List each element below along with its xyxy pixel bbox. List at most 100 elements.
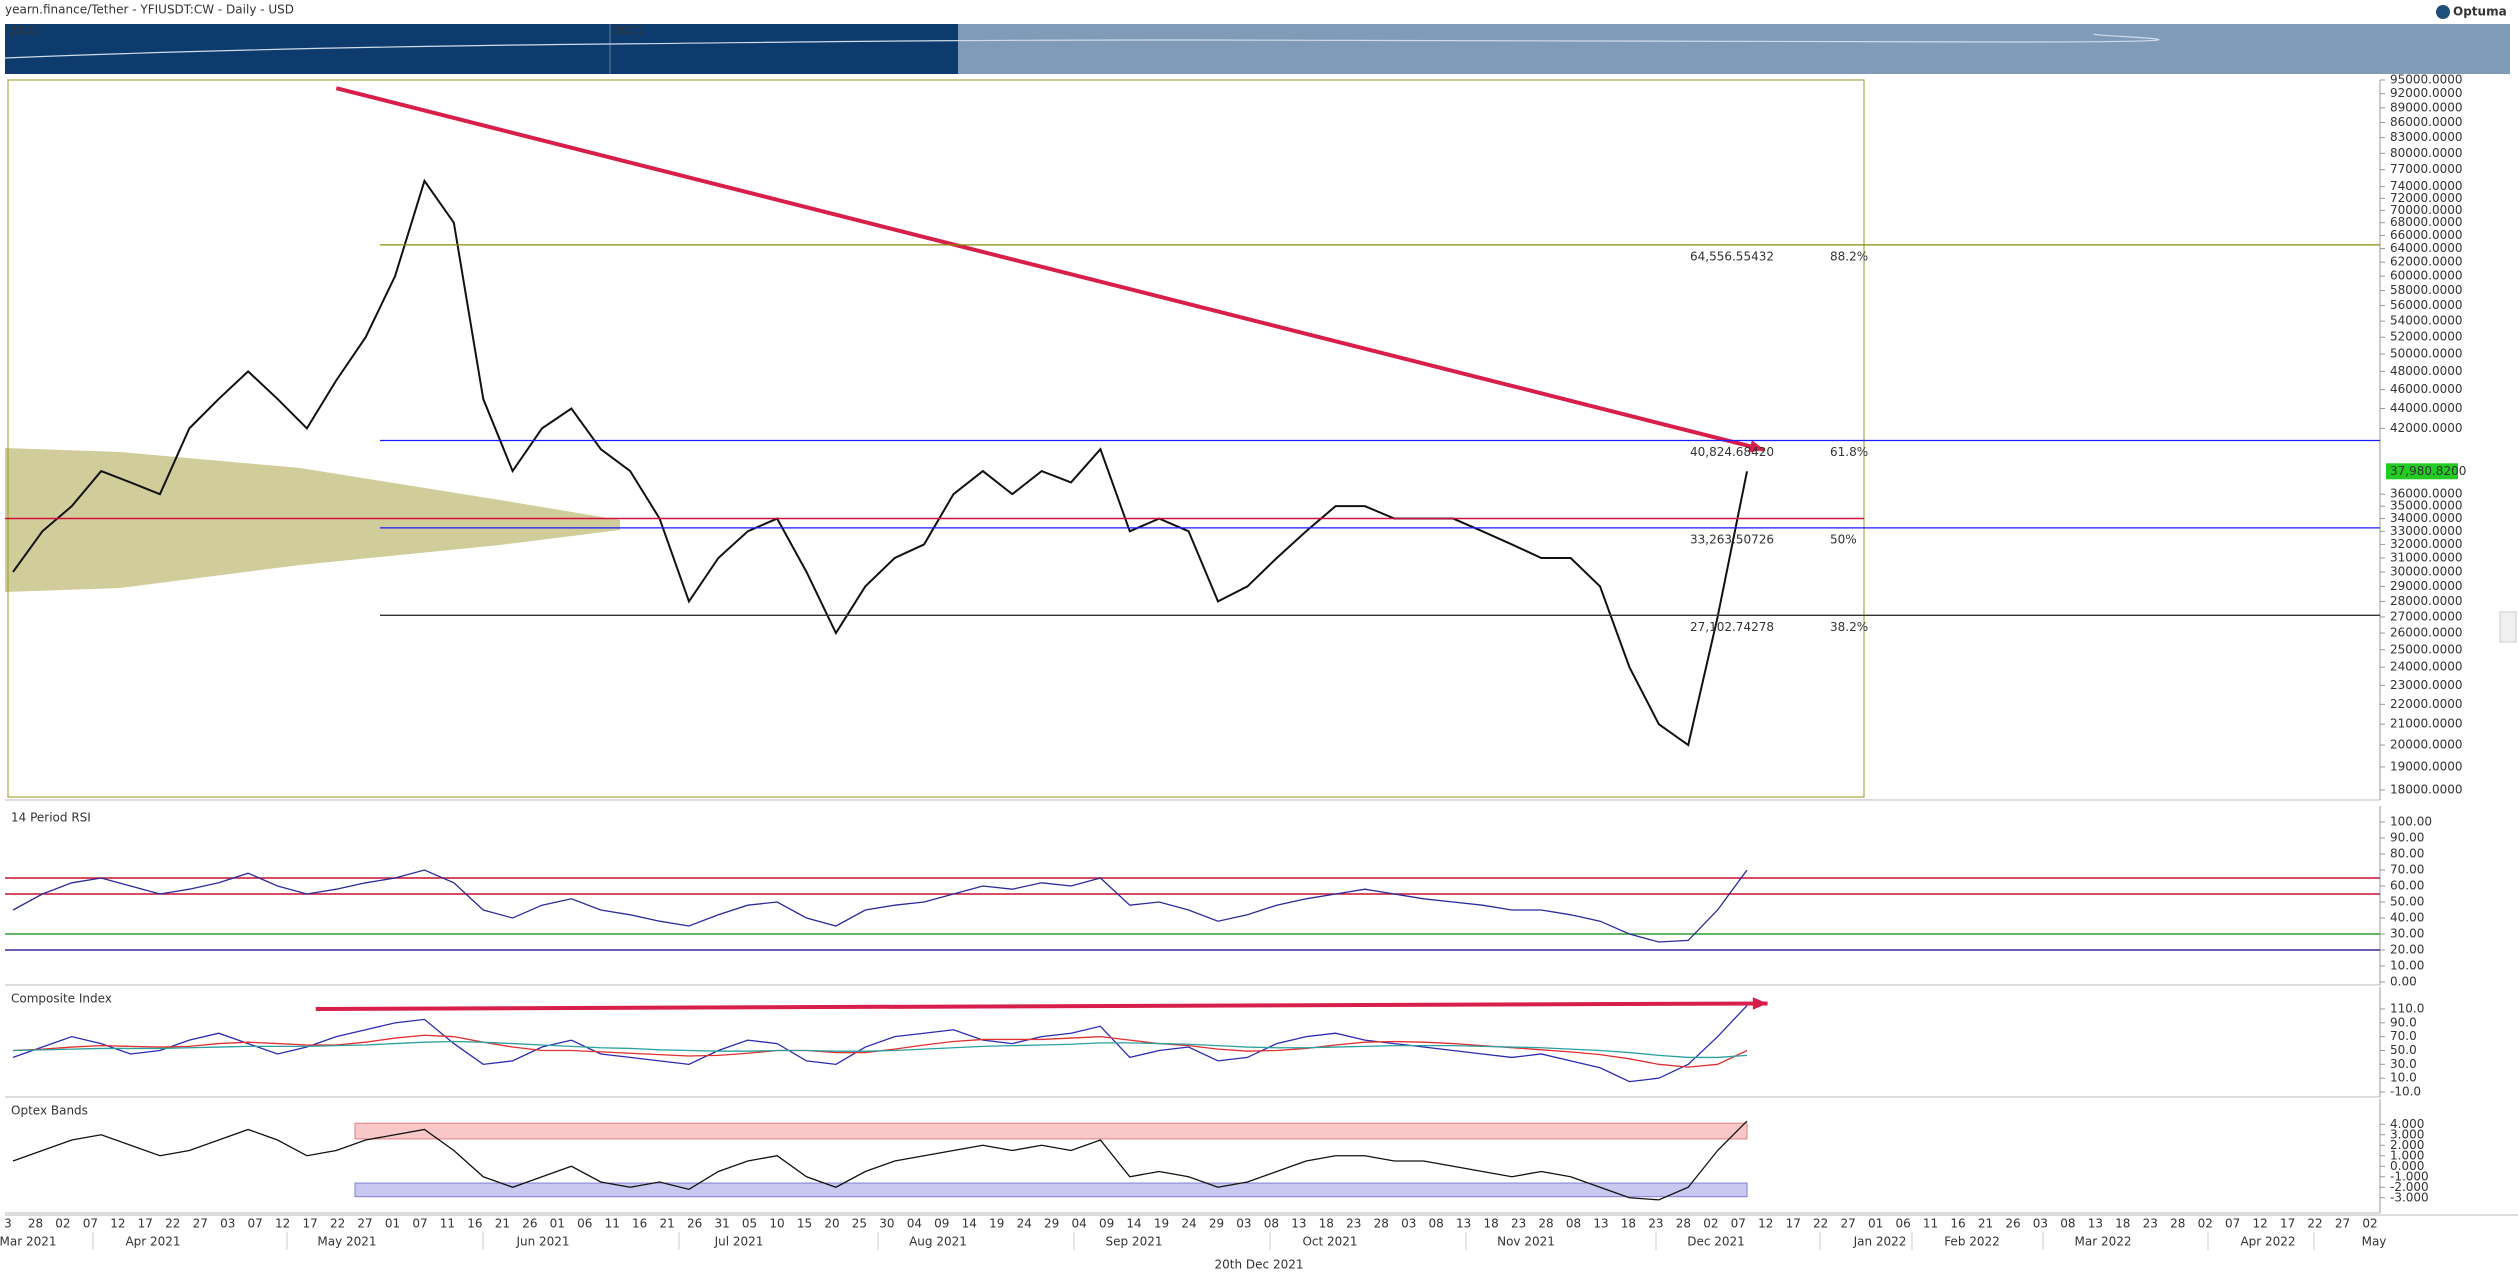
y-tick-label: 110.0: [2390, 1002, 2424, 1016]
x-month-label: Jan 2022: [1853, 1235, 1907, 1249]
x-day-label: 11: [605, 1217, 620, 1231]
y-tick-label: 70.0: [2390, 1029, 2417, 1043]
x-day-label: 08: [1566, 1217, 1581, 1231]
side-panel-toggle[interactable]: [2499, 611, 2517, 643]
x-day-label: 13: [1593, 1217, 1608, 1231]
x-month-label: Apr 2021: [125, 1235, 180, 1249]
x-day-label: 08: [2060, 1217, 2075, 1231]
y-tick-label: -3.000: [2390, 1190, 2429, 1204]
fib-box: [7, 79, 1865, 798]
y-tick-label: 27000.0000: [2390, 609, 2463, 623]
x-day-label: 07: [412, 1217, 427, 1231]
x-day-label: 21: [495, 1217, 510, 1231]
y-tick-label: 2.000: [2390, 1138, 2424, 1152]
y-tick-label: 29000.0000: [2390, 579, 2463, 593]
y-tick-label: 24000.0000: [2390, 660, 2463, 674]
fib-value-label: 27,102.74278: [1690, 620, 1774, 634]
x-day-label: 10: [769, 1217, 784, 1231]
x-day-label: 26: [2005, 1217, 2020, 1231]
navigator-thumbnail: [4, 33, 2160, 59]
x-month-label: May 2021: [317, 1235, 376, 1249]
x-month-label: Nov 2021: [1497, 1235, 1555, 1249]
last-price-label: 37,980.8200: [2390, 464, 2466, 478]
x-month-label: Jun 2021: [515, 1235, 569, 1249]
y-tick-label: 26000.0000: [2390, 626, 2463, 640]
x-day-label: 01: [550, 1217, 565, 1231]
navigator-label: 2021: [613, 24, 644, 38]
y-tick-label: 95000.0000: [2390, 73, 2463, 87]
x-month-label: Apr 2022: [2240, 1235, 2295, 1249]
x-day-label: 22: [1813, 1217, 1828, 1231]
y-tick-label: -2.000: [2390, 1180, 2429, 1194]
fib-percent-label: 88.2%: [1830, 249, 1868, 263]
x-day-label: 20: [824, 1217, 839, 1231]
y-tick-label: 50000.0000: [2390, 346, 2463, 360]
brand-icon: [2436, 5, 2450, 19]
x-day-label: 13: [2088, 1217, 2103, 1231]
y-tick-label: 0.00: [2390, 975, 2417, 989]
y-tick-label: 50.00: [2390, 895, 2424, 909]
series-line: [12, 869, 1748, 943]
x-day-label: 29: [1044, 1217, 1059, 1231]
x-day-label: 30: [879, 1217, 894, 1231]
brand: Optuma: [2453, 5, 2507, 19]
trend-arrow: [315, 1001, 1768, 1011]
x-day-label: 17: [1786, 1217, 1801, 1231]
y-tick-label: 30000.0000: [2390, 564, 2463, 578]
x-day-label: 31: [714, 1217, 729, 1231]
y-tick-label: 90.0: [2390, 1015, 2417, 1029]
y-tick-label: 18000.0000: [2390, 783, 2463, 797]
y-tick-label: 90.00: [2390, 831, 2424, 845]
x-day-label: 19: [1154, 1217, 1169, 1231]
fib-percent-label: 38.2%: [1830, 620, 1868, 634]
x-day-label: 12: [110, 1217, 125, 1231]
y-tick-label: 0.000: [2390, 1159, 2424, 1173]
x-day-label: 29: [1209, 1217, 1224, 1231]
y-tick-label: 56000.0000: [2390, 298, 2463, 312]
x-day-label: 13: [1456, 1217, 1471, 1231]
x-day-label: 25: [852, 1217, 867, 1231]
x-day-label: 11: [440, 1217, 455, 1231]
y-tick-label: 68000.0000: [2390, 215, 2463, 229]
x-day-label: 12: [1758, 1217, 1773, 1231]
fib-percent-label: 61.8%: [1830, 445, 1868, 459]
y-tick-label: 31000.0000: [2390, 550, 2463, 564]
x-day-label: 23: [1511, 1217, 1526, 1231]
y-tick-label: 50.0: [2390, 1043, 2417, 1057]
x-day-label: 02: [2362, 1217, 2377, 1231]
x-day-label: 14: [962, 1217, 977, 1231]
x-day-label: 16: [1950, 1217, 1965, 1231]
x-day-label: 05: [742, 1217, 757, 1231]
y-tick-label: 92000.0000: [2390, 86, 2463, 100]
x-day-label: 12: [2252, 1217, 2267, 1231]
y-tick-label: 70000.0000: [2390, 203, 2463, 217]
navigator-left[interactable]: [5, 24, 958, 74]
x-day-label: 04: [1071, 1217, 1086, 1231]
y-tick-label: 100.00: [2390, 815, 2432, 829]
fib-value-label: 64,556.55432: [1690, 249, 1774, 263]
fib-value-label: 40,824.68420: [1690, 445, 1774, 459]
y-tick-label: 20.00: [2390, 943, 2424, 957]
y-tick-label: 34000.0000: [2390, 511, 2463, 525]
chart-title: yearn.finance/Tether - YFIUSDT:CW - Dail…: [5, 3, 294, 17]
last-price-box: [2386, 463, 2458, 480]
x-day-label: 06: [1895, 1217, 1910, 1231]
y-tick-label: 70.00: [2390, 863, 2424, 877]
x-day-label: 17: [2280, 1217, 2295, 1231]
x-day-label: 27: [357, 1217, 372, 1231]
trend-arrow: [335, 86, 1766, 452]
x-day-label: 06: [577, 1217, 592, 1231]
navigator-window[interactable]: [958, 24, 2510, 74]
y-tick-label: 25000.0000: [2390, 642, 2463, 656]
brand-box[interactable]: [2430, 2, 2514, 22]
y-tick-label: 30.00: [2390, 927, 2424, 941]
x-month-label: Dec 2021: [1687, 1235, 1745, 1249]
y-tick-label: 80000.0000: [2390, 146, 2463, 160]
x-day-label: 01: [1868, 1217, 1883, 1231]
y-tick-label: 54000.0000: [2390, 314, 2463, 328]
y-tick-label: 30.0: [2390, 1057, 2417, 1071]
x-day-label: 18: [2115, 1217, 2130, 1231]
